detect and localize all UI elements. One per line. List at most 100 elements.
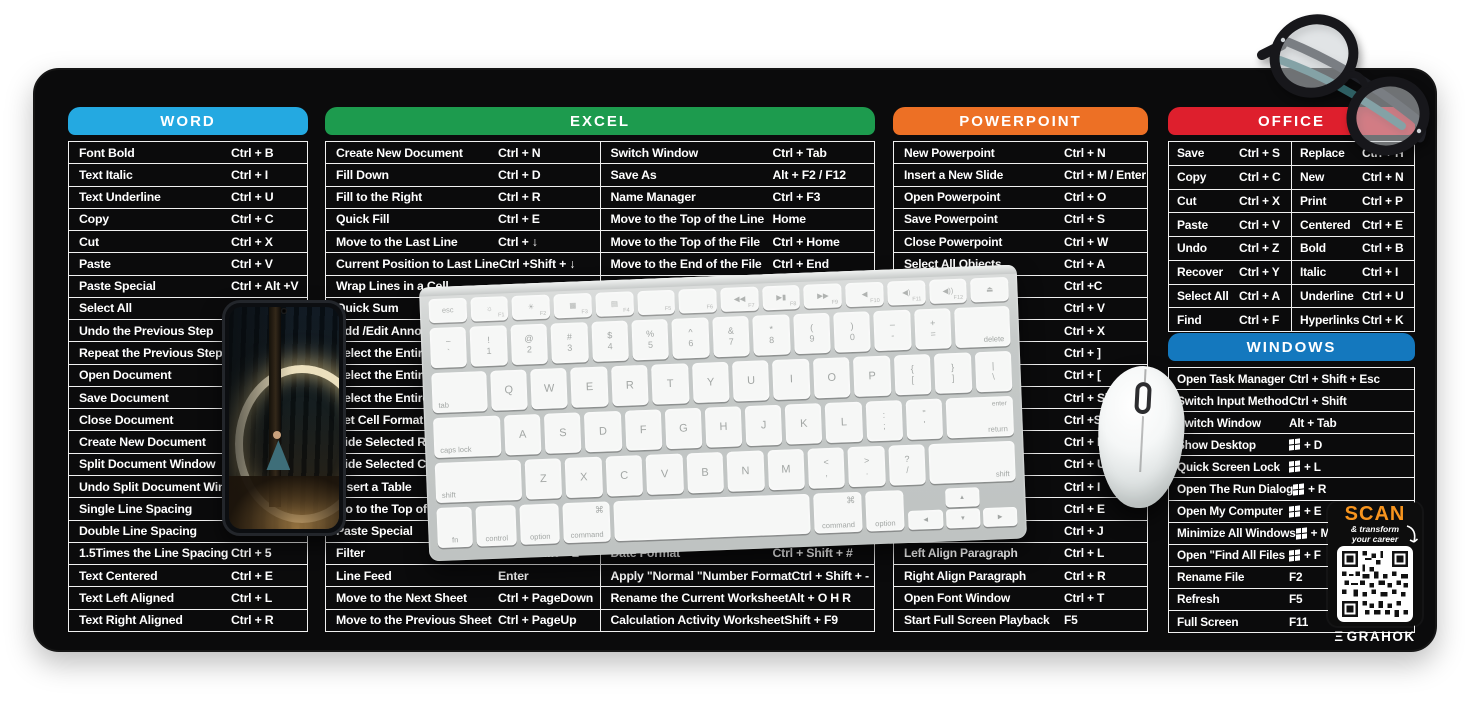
shortcut-keys: Ctrl + X (1064, 323, 1105, 338)
shortcut-label: Minimize All Windows (1177, 526, 1296, 541)
shortcut-row: Current Position to Last Line Ctrl +Shift… (326, 252, 600, 274)
shortcut-keys: Shift + F9 (784, 613, 838, 628)
word-panel-header: WORD (68, 107, 308, 135)
key-i: I (772, 358, 811, 401)
shortcut-keys: Alt + F2 / F12 (772, 167, 847, 182)
glasses-lens-right (1346, 76, 1430, 156)
key-◀◀: ◀◀ F7 (720, 286, 759, 312)
shortcut-row: Undo the Previous Step (69, 319, 307, 341)
shortcut-row: Ctrl + V (894, 296, 1147, 319)
key->: >. (847, 445, 886, 488)
shortcut-row: Hyperlinks Ctrl + K (1292, 307, 1414, 331)
shortcut-label: Split Document Window (79, 457, 216, 472)
key-space (613, 493, 812, 542)
shortcut-keys: Ctrl + U (1064, 457, 1106, 472)
word-panel: WORD Font Bold Ctrl + B Text Italic Ctrl + … (68, 107, 308, 632)
shortcut-row: Open Document (69, 363, 307, 386)
shortcut-label: Text Italic (79, 167, 133, 182)
shortcut-label: Move to the Previous Sheet (336, 613, 492, 628)
shortcut-keys: Ctrl + Tab (772, 145, 827, 160)
shortcut-row: Quick Fill Ctrl + E (326, 207, 600, 230)
key-?: ? / (888, 444, 927, 486)
shortcut-row: Rename File F2 (1169, 565, 1414, 588)
key-y: Y (691, 361, 730, 404)
shortcut-label: Quick Sum (336, 301, 399, 316)
shortcut-row: Ctrl + [ (894, 363, 1147, 386)
key-g: G (664, 407, 703, 450)
word-panel-title: WORD (160, 112, 216, 130)
shortcut-keys: Ctrl + I (231, 167, 269, 182)
key-!: ! 1 (469, 325, 508, 367)
key-return: enter return (945, 395, 1015, 439)
shortcut-label: Filter (336, 546, 365, 561)
key-$: $4 (591, 320, 629, 362)
shortcut-label: Rename the Current Worksheet (610, 590, 789, 605)
shortcut-keys: Ctrl + N (1064, 145, 1106, 160)
shortcut-row: Show Desktop + D (1169, 433, 1414, 455)
brand-logo: Ξ GRAHOK (1326, 629, 1424, 644)
mouse-scroll-wheel (1134, 381, 1152, 415)
shortcut-row: Ctrl +C (894, 274, 1147, 297)
shortcut-keys: Ctrl + K (1362, 312, 1404, 327)
key-esc: esc (428, 297, 468, 324)
shortcut-keys: Ctrl + B (1362, 241, 1404, 256)
office-panel-header: OFFICE (1168, 107, 1415, 135)
shortcut-row: Switch Input Method Ctrl + Shift (1169, 389, 1414, 411)
shortcut-label: Rename File (1177, 570, 1245, 585)
shortcut-row: Split Document Window (69, 452, 307, 475)
tagline-line1: & transform (1350, 524, 1400, 534)
shortcut-keys: Ctrl + F3 (772, 190, 821, 205)
glasses-lens-left (1269, 14, 1359, 98)
shortcut-label: Set Cell Format (336, 412, 424, 427)
shortcut-row: Text Left Aligned Ctrl + L (69, 586, 307, 608)
shortcut-label: Save Powerpoint (904, 212, 998, 227)
shortcut-keys: + R (1293, 482, 1414, 496)
shortcut-row: Line Feed Enter (326, 564, 600, 586)
shortcut-label: Text Right Aligned (79, 613, 183, 628)
grahok-logo-icon: Ξ (1334, 629, 1345, 644)
key-k: K (784, 403, 823, 445)
shortcut-label: Current Position to Last Line (336, 256, 499, 271)
key-o: O (812, 357, 851, 399)
shortcut-label: Quick Screen Lock (1177, 459, 1280, 474)
key-a: A (503, 414, 542, 456)
shortcut-label: Name Manager (610, 190, 696, 205)
shortcut-label: Open Task Manager (1177, 371, 1285, 386)
glasses-hinge-dot-left (1280, 37, 1286, 43)
brand-name: GRAHOK (1346, 629, 1416, 644)
shortcut-row: Fill to the Right Ctrl + R (326, 185, 600, 208)
shortcut-row: Calculation Activity Worksheet Shift + F9 (600, 608, 874, 631)
arrow-right-key: ▶ (982, 506, 1018, 528)
key-): ) 0 (833, 311, 872, 353)
shortcut-keys: Ctrl + L (1064, 546, 1105, 561)
shortcut-label: Apply "Normal "Number Format (610, 568, 792, 583)
key-*: * 8 (752, 314, 791, 356)
windows-logo-icon (1295, 527, 1307, 540)
shortcut-row: Italic Ctrl + I (1292, 259, 1414, 284)
key-": " ' (905, 398, 944, 440)
shortcut-keys: Ctrl + U (1362, 288, 1404, 303)
office-shortcut-table: Save Ctrl + S Copy Ctrl + C Cut Ctrl + X Paste… (1168, 141, 1415, 332)
windows-logo-icon (1289, 549, 1300, 562)
shortcut-keys: Ctrl + B (1064, 435, 1106, 450)
shortcut-keys: Ctrl + C (231, 212, 274, 227)
shortcut-label: Show Desktop (1177, 437, 1256, 452)
shortcut-row: Name Manager Ctrl + F3 (600, 185, 874, 208)
shortcut-keys: Ctrl + L (231, 590, 273, 605)
shortcut-label: Select All (1177, 288, 1229, 303)
key-shift-left: shift (434, 459, 522, 504)
shortcut-row: Centered Ctrl + E (1292, 212, 1414, 236)
key-eject: ⏏ (970, 276, 1009, 303)
shortcut-row: Open Task Manager Ctrl + Shift + Esc (1169, 367, 1414, 389)
key-:: :; (865, 400, 904, 442)
shortcut-label: Single Line Spacing (79, 501, 193, 516)
key-<: <, (807, 447, 846, 489)
key-◀: ◀ F10 (845, 281, 884, 308)
shortcut-label: Select All (79, 301, 132, 316)
shortcut-row: Move to the Top of the File Ctrl + Home (600, 230, 874, 252)
key-q: Q (489, 369, 528, 411)
shortcut-label: Switch Window (1177, 415, 1261, 430)
shortcut-keys: Ctrl + U (231, 190, 274, 205)
shortcut-keys: Ctrl + X (1239, 193, 1280, 208)
key-control: control (475, 505, 518, 547)
